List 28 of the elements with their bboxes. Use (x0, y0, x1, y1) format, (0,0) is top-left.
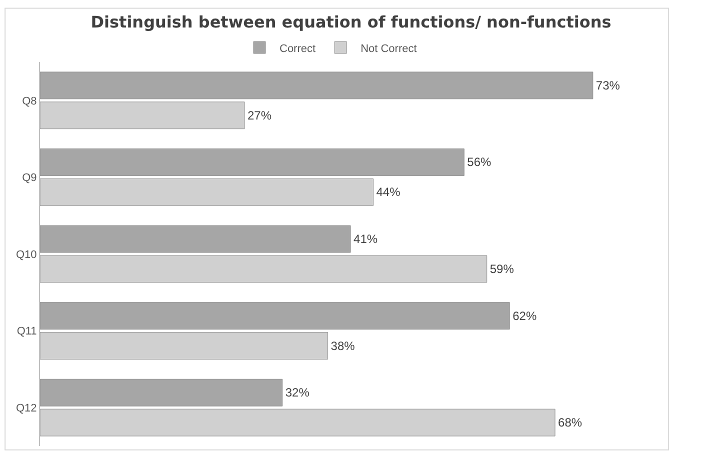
data-label: 62% (512, 308, 537, 323)
data-label: 41% (354, 232, 378, 246)
chart-title: Distinguish between equation of functions/ non-functions (90, 12, 612, 32)
data-label: 73% (596, 78, 620, 92)
data-label: 32% (285, 386, 310, 400)
bar (40, 178, 374, 206)
data-label: 59% (490, 262, 514, 276)
bar (40, 102, 245, 130)
y-tick-label: Q12 (16, 402, 37, 414)
data-label: 38% (330, 338, 356, 353)
data-label: 44% (376, 185, 401, 200)
bar (40, 408, 556, 436)
bar (40, 378, 283, 406)
bar (40, 255, 488, 283)
y-tick-label: Q9 (22, 172, 37, 184)
bar (40, 225, 351, 253)
bar (40, 72, 594, 100)
data-label: 68% (558, 416, 582, 430)
bar (40, 332, 328, 360)
data-label: 56% (467, 155, 492, 170)
y-tick-label: Q11 (16, 326, 37, 338)
legend-label: Correct (280, 42, 316, 55)
legend-label: Not Correct (360, 42, 417, 55)
bar (40, 148, 464, 176)
bar (40, 302, 510, 330)
data-label: 27% (248, 108, 272, 122)
y-tick-label: Q10 (16, 248, 37, 261)
y-tick-label: Q8 (22, 95, 37, 108)
